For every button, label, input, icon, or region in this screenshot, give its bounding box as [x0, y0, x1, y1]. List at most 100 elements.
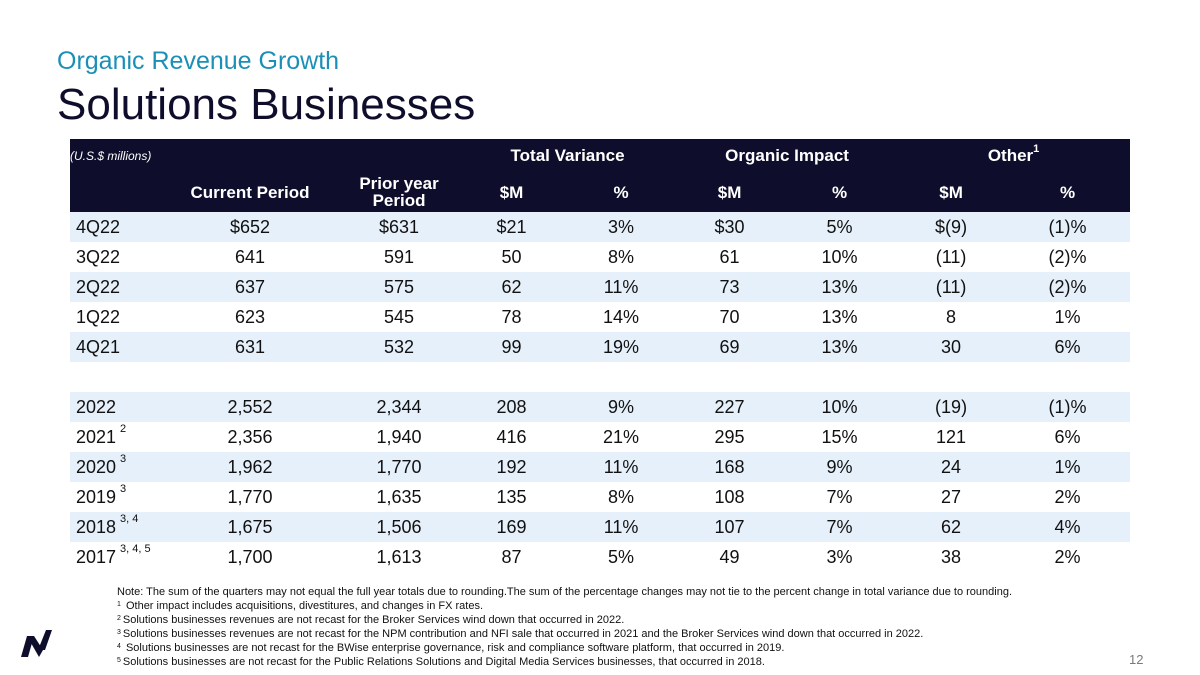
cell-current: 1,770 — [160, 482, 340, 512]
period-cell: 1Q22 — [70, 302, 160, 332]
cell-ot-pct: 2% — [1005, 482, 1130, 512]
header-blank — [70, 172, 160, 212]
cell-ot-m: 24 — [897, 452, 1005, 482]
cell-tv-m: 99 — [458, 332, 565, 362]
cell-ot-pct: 1% — [1005, 302, 1130, 332]
period-cell: 2Q22 — [70, 272, 160, 302]
footnote-number: 4 — [117, 643, 121, 650]
cell-oi-m: 295 — [677, 422, 782, 452]
cell-tv-m: 192 — [458, 452, 565, 482]
cell-ot-m: (19) — [897, 392, 1005, 422]
cell-oi-pct: 7% — [782, 512, 897, 542]
cell-tv-pct: 3% — [565, 212, 677, 242]
period-cell: 2018 3, 4 — [70, 512, 160, 542]
table-spacer-row — [70, 362, 1130, 392]
cell-oi-pct: 15% — [782, 422, 897, 452]
footnote-line: 4 Solutions businesses are not recast fo… — [117, 641, 1012, 655]
cell-ot-m: 121 — [897, 422, 1005, 452]
cell-current: 1,700 — [160, 542, 340, 572]
footnote-line: 5 Solutions businesses are not recast for… — [117, 655, 1012, 669]
cell-ot-m: 30 — [897, 332, 1005, 362]
period-label: 1Q22 — [76, 307, 120, 327]
cell-prior: $631 — [340, 212, 458, 242]
period-cell: 4Q22 — [70, 212, 160, 242]
cell-prior: 1,613 — [340, 542, 458, 572]
period-label: 2021 — [76, 427, 116, 447]
footnote-text: Solutions businesses revenues are not re… — [123, 614, 624, 626]
period-cell: 2021 2 — [70, 422, 160, 452]
footnote-number: 2 — [117, 615, 121, 622]
cell-current: 1,962 — [160, 452, 340, 482]
footnote-line: 2 Solutions businesses revenues are not r… — [117, 613, 1012, 627]
period-label: 2017 — [76, 547, 116, 567]
group-header-total-variance: Total Variance — [458, 139, 677, 172]
footnote-line: 1 Other impact includes acquisitions, di… — [117, 599, 1012, 613]
table-row: 2017 3, 4, 5 1,700 1,613 87 5% 49 3% 38 2% — [70, 542, 1130, 572]
units-label: (U.S.$ millions) — [70, 139, 458, 172]
cell-prior: 1,506 — [340, 512, 458, 542]
table-row: 2Q22 637 575 62 11% 73 13% (11) (2)% — [70, 272, 1130, 302]
footnotes: Note: The sum of the quarters may not eq… — [117, 585, 1012, 669]
cell-tv-m: 169 — [458, 512, 565, 542]
cell-oi-m: 73 — [677, 272, 782, 302]
group-header-other-label: Other — [988, 146, 1033, 165]
cell-tv-m: 62 — [458, 272, 565, 302]
period-cell: 3Q22 — [70, 242, 160, 272]
cell-tv-m: 87 — [458, 542, 565, 572]
period-label: 2019 — [76, 487, 116, 507]
footnote-number: 5 — [117, 657, 121, 664]
cell-ot-pct: 6% — [1005, 332, 1130, 362]
cell-tv-pct: 14% — [565, 302, 677, 332]
spacer-cell — [70, 362, 1130, 392]
cell-ot-pct: 4% — [1005, 512, 1130, 542]
cell-prior: 591 — [340, 242, 458, 272]
slide-subtitle: Organic Revenue Growth — [57, 47, 339, 76]
cell-ot-m: (11) — [897, 272, 1005, 302]
cell-current: 2,552 — [160, 392, 340, 422]
cell-ot-m: (11) — [897, 242, 1005, 272]
period-footnote-ref: 3 — [120, 453, 126, 465]
revenue-growth-table: (U.S.$ millions) Total Variance Organic … — [70, 139, 1130, 572]
footnote-text: Solutions businesses are not recast for … — [123, 642, 785, 654]
header-other-pct: % — [1005, 172, 1130, 212]
cell-ot-pct: (1)% — [1005, 212, 1130, 242]
cell-ot-m: $(9) — [897, 212, 1005, 242]
cell-tv-m: 78 — [458, 302, 565, 332]
cell-ot-pct: 6% — [1005, 422, 1130, 452]
period-label: 2022 — [76, 397, 116, 417]
period-label: 4Q22 — [76, 217, 120, 237]
period-footnote-ref: 3, 4, 5 — [120, 543, 151, 555]
group-header-other: Other1 — [897, 139, 1130, 172]
cell-oi-m: 227 — [677, 392, 782, 422]
cell-tv-pct: 8% — [565, 242, 677, 272]
period-label: 2020 — [76, 457, 116, 477]
table-row: 3Q22 641 591 50 8% 61 10% (11) (2)% — [70, 242, 1130, 272]
cell-oi-pct: 10% — [782, 392, 897, 422]
table-header-row-columns: Current Period Prior year Period $M % $M… — [70, 172, 1130, 212]
cell-ot-pct: 2% — [1005, 542, 1130, 572]
cell-oi-pct: 3% — [782, 542, 897, 572]
period-cell: 4Q21 — [70, 332, 160, 362]
cell-ot-pct: (2)% — [1005, 242, 1130, 272]
cell-oi-pct: 13% — [782, 302, 897, 332]
cell-oi-m: 107 — [677, 512, 782, 542]
footnote-text: Solutions businesses are not recast for … — [123, 656, 765, 668]
table-header-row-groups: (U.S.$ millions) Total Variance Organic … — [70, 139, 1130, 172]
cell-oi-m: $30 — [677, 212, 782, 242]
cell-ot-m: 27 — [897, 482, 1005, 512]
cell-tv-m: 208 — [458, 392, 565, 422]
header-other-m: $M — [897, 172, 1005, 212]
table-row: 4Q22 $652 $631 $21 3% $30 5% $(9) (1)% — [70, 212, 1130, 242]
cell-oi-m: 49 — [677, 542, 782, 572]
table-row: 1Q22 623 545 78 14% 70 13% 8 1% — [70, 302, 1130, 332]
cell-tv-pct: 19% — [565, 332, 677, 362]
cell-current: $652 — [160, 212, 340, 242]
cell-tv-m: $21 — [458, 212, 565, 242]
period-label: 4Q21 — [76, 337, 120, 357]
cell-oi-pct: 9% — [782, 452, 897, 482]
cell-prior: 2,344 — [340, 392, 458, 422]
period-cell: 2017 3, 4, 5 — [70, 542, 160, 572]
cell-oi-pct: 13% — [782, 332, 897, 362]
period-cell: 2020 3 — [70, 452, 160, 482]
cell-prior: 532 — [340, 332, 458, 362]
